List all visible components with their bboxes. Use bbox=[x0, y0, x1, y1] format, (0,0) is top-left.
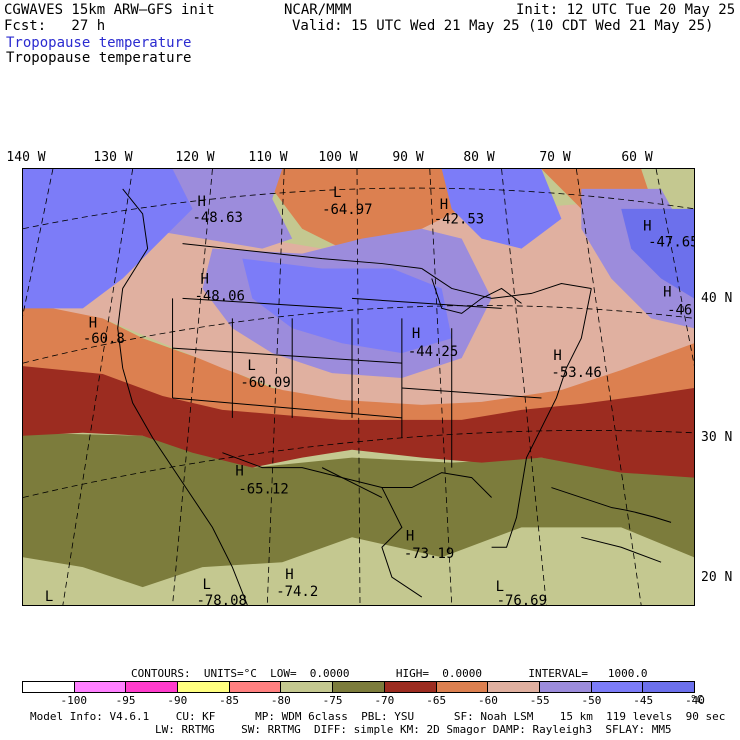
center-letter: H bbox=[197, 194, 205, 210]
center-letter: L bbox=[247, 358, 255, 374]
lon-label: 110 W bbox=[248, 150, 288, 165]
valid-time: Valid: 15 UTC Wed 21 May 25 (10 CDT Wed … bbox=[292, 18, 714, 34]
color-bar-label: -60 bbox=[477, 694, 498, 707]
model-physics: LW: RRTMG SW: RRTMG DIFF: simple KM: 2D … bbox=[155, 723, 672, 736]
lat-label: 20 N bbox=[701, 570, 733, 585]
center-letter: H bbox=[553, 348, 561, 364]
center-value: -42.53 bbox=[434, 212, 484, 228]
tropopause-temperature-map: H -48.63 L -64.97 H -42.53 H -47.65 H -4… bbox=[22, 168, 695, 606]
lon-label: 80 W bbox=[463, 150, 495, 165]
center-value: -44.25 bbox=[408, 344, 458, 360]
center-value: -48.63 bbox=[192, 210, 242, 226]
color-bar-label: -90 bbox=[167, 694, 188, 707]
forecast-hour: Fcst: 27 h bbox=[4, 18, 106, 34]
lat-lon-graticule bbox=[23, 169, 694, 605]
center-letter: H bbox=[200, 271, 208, 287]
color-bar-swatch bbox=[333, 682, 385, 692]
center-letter: H bbox=[412, 326, 420, 342]
color-bar-label: -55 bbox=[529, 694, 550, 707]
color-bar-label: -100 bbox=[60, 694, 88, 707]
center-letter: L bbox=[202, 577, 210, 593]
lat-label: 40 N bbox=[701, 291, 733, 306]
center-letter: L bbox=[333, 185, 341, 201]
lon-label: 120 W bbox=[175, 150, 215, 165]
center-letter: L bbox=[45, 589, 53, 605]
center-value: -64.97 bbox=[322, 202, 372, 218]
center-value: -53.46 bbox=[551, 365, 601, 381]
color-bar-swatch bbox=[74, 682, 127, 692]
center-letter: L bbox=[496, 579, 504, 595]
init-time: Init: 12 UTC Tue 20 May 25 bbox=[516, 2, 736, 18]
center-value: -47.65 bbox=[648, 235, 695, 251]
color-bar-label: -40 bbox=[685, 694, 705, 707]
color-bar-swatch bbox=[384, 682, 437, 692]
center-letter: H bbox=[643, 219, 651, 235]
lon-label: 70 W bbox=[539, 150, 571, 165]
center-value: -60.8 bbox=[83, 331, 125, 347]
center-letter: H bbox=[235, 464, 243, 480]
lat-label: 30 N bbox=[701, 430, 733, 445]
center-letter: H bbox=[663, 284, 671, 300]
color-bar-swatch bbox=[436, 682, 489, 692]
center-value: -78.08 bbox=[196, 593, 246, 606]
color-bar-label: -75 bbox=[322, 694, 343, 707]
model-title: CGWAVES 15km ARW–GFS init bbox=[4, 2, 215, 18]
color-bar bbox=[22, 681, 695, 693]
color-bar-swatch bbox=[643, 682, 694, 692]
color-bar-label: -70 bbox=[374, 694, 395, 707]
lon-label: 130 W bbox=[93, 150, 133, 165]
color-bar-label: -85 bbox=[219, 694, 239, 707]
center-letter: H bbox=[285, 567, 293, 583]
field-subtitle: Tropopause temperature bbox=[6, 50, 192, 66]
center-letter: H bbox=[406, 528, 414, 544]
organization: NCAR/MMM bbox=[284, 2, 352, 18]
center-letter: H bbox=[440, 197, 448, 213]
model-info: Model Info: V4.6.1 CU: KF MP: WDM 6class… bbox=[30, 710, 726, 723]
temperature-field bbox=[23, 169, 694, 605]
color-bar-unit: °C bbox=[690, 693, 704, 706]
center-value: -60.09 bbox=[240, 375, 290, 391]
contours-info: CONTOURS: UNITS=°C LOW= 0.0000 HIGH= 0.0… bbox=[131, 667, 648, 680]
field-title: Tropopause temperature bbox=[6, 35, 192, 51]
lon-label: 90 W bbox=[392, 150, 424, 165]
color-bar-label: -80 bbox=[270, 694, 291, 707]
color-bar-swatch bbox=[539, 682, 592, 692]
pressure-center-labels: H -48.63 L -64.97 H -42.53 H -47.65 H -4… bbox=[45, 185, 695, 606]
color-bar-swatch bbox=[281, 682, 334, 692]
color-bar-swatch bbox=[229, 682, 282, 692]
lon-label: 60 W bbox=[621, 150, 653, 165]
center-value: -48.06 bbox=[194, 288, 244, 304]
color-bar-label: -45 bbox=[633, 694, 654, 707]
center-value: -74.2 bbox=[276, 584, 318, 600]
center-value: -46 bbox=[667, 302, 692, 318]
coastlines-borders bbox=[117, 188, 672, 605]
color-bar-swatch bbox=[488, 682, 540, 692]
color-bar-swatch bbox=[591, 682, 644, 692]
color-bar-swatch bbox=[178, 682, 230, 692]
lon-label: 140 W bbox=[6, 150, 46, 165]
color-bar-swatch bbox=[126, 682, 179, 692]
color-bar-label: -95 bbox=[115, 694, 136, 707]
center-value: -73.19 bbox=[404, 546, 454, 562]
center-value: -65.12 bbox=[238, 482, 288, 498]
color-bar-label: -65 bbox=[426, 694, 447, 707]
color-bar-label: -50 bbox=[581, 694, 602, 707]
center-letter: H bbox=[89, 315, 97, 331]
center-value: -76.69 bbox=[497, 593, 547, 606]
color-bar-swatch bbox=[23, 682, 75, 692]
lon-label: 100 W bbox=[318, 150, 358, 165]
